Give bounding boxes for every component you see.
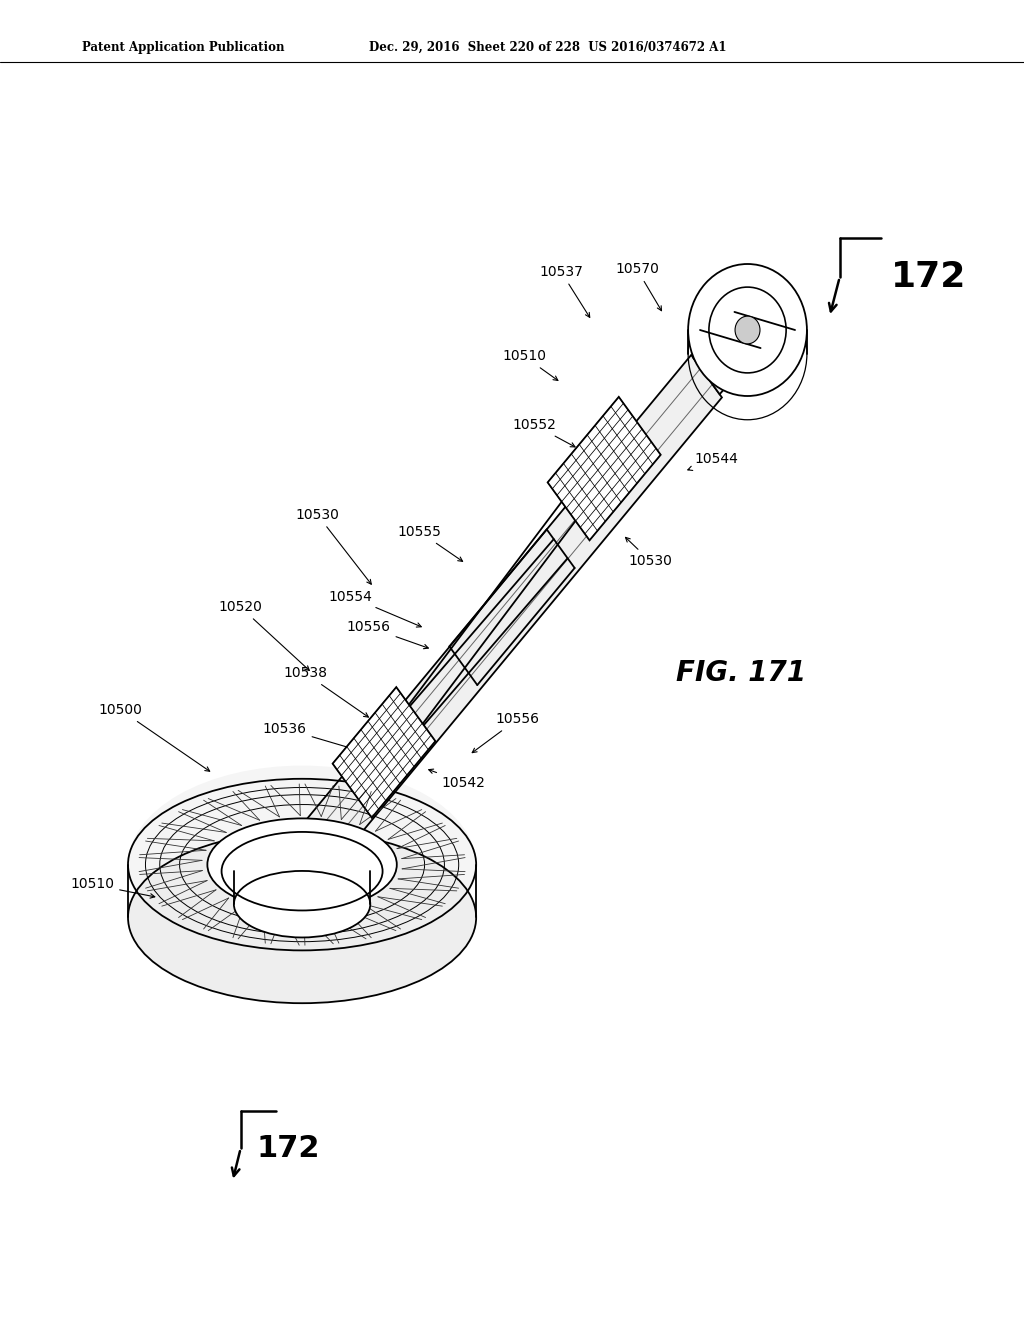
Text: 10530: 10530 <box>626 537 672 568</box>
Ellipse shape <box>233 871 371 937</box>
Polygon shape <box>287 355 722 886</box>
Text: 10510: 10510 <box>71 878 155 898</box>
Polygon shape <box>693 312 761 395</box>
Text: 10536: 10536 <box>263 722 352 750</box>
Ellipse shape <box>128 766 476 964</box>
Text: 10522: 10522 <box>706 362 749 375</box>
Text: 10542: 10542 <box>429 770 485 789</box>
Text: FIG. 171: FIG. 171 <box>676 659 806 688</box>
Text: 10552: 10552 <box>513 418 575 447</box>
Text: Patent Application Publication: Patent Application Publication <box>82 41 285 54</box>
Text: 10530: 10530 <box>296 508 372 585</box>
Text: 10554: 10554 <box>329 590 421 627</box>
Text: 10555: 10555 <box>398 525 463 561</box>
Text: 172: 172 <box>256 1134 319 1163</box>
Ellipse shape <box>688 264 807 396</box>
Text: Dec. 29, 2016  Sheet 220 of 228  US 2016/0374672 A1: Dec. 29, 2016 Sheet 220 of 228 US 2016/0… <box>369 41 726 54</box>
Text: 10556: 10556 <box>347 620 428 648</box>
Text: 10544: 10544 <box>688 453 738 470</box>
Polygon shape <box>548 397 660 540</box>
Text: 10520: 10520 <box>219 601 309 671</box>
Text: 10556: 10556 <box>472 713 539 752</box>
Ellipse shape <box>207 818 396 911</box>
Text: 10510: 10510 <box>503 350 558 380</box>
Text: 10538: 10538 <box>284 667 369 717</box>
Text: 172: 172 <box>891 260 967 294</box>
Ellipse shape <box>735 315 760 345</box>
Text: 10500: 10500 <box>99 704 210 771</box>
Text: 10570: 10570 <box>615 263 662 310</box>
Text: 10537: 10537 <box>540 265 590 317</box>
Polygon shape <box>333 688 435 817</box>
Ellipse shape <box>128 832 476 1003</box>
